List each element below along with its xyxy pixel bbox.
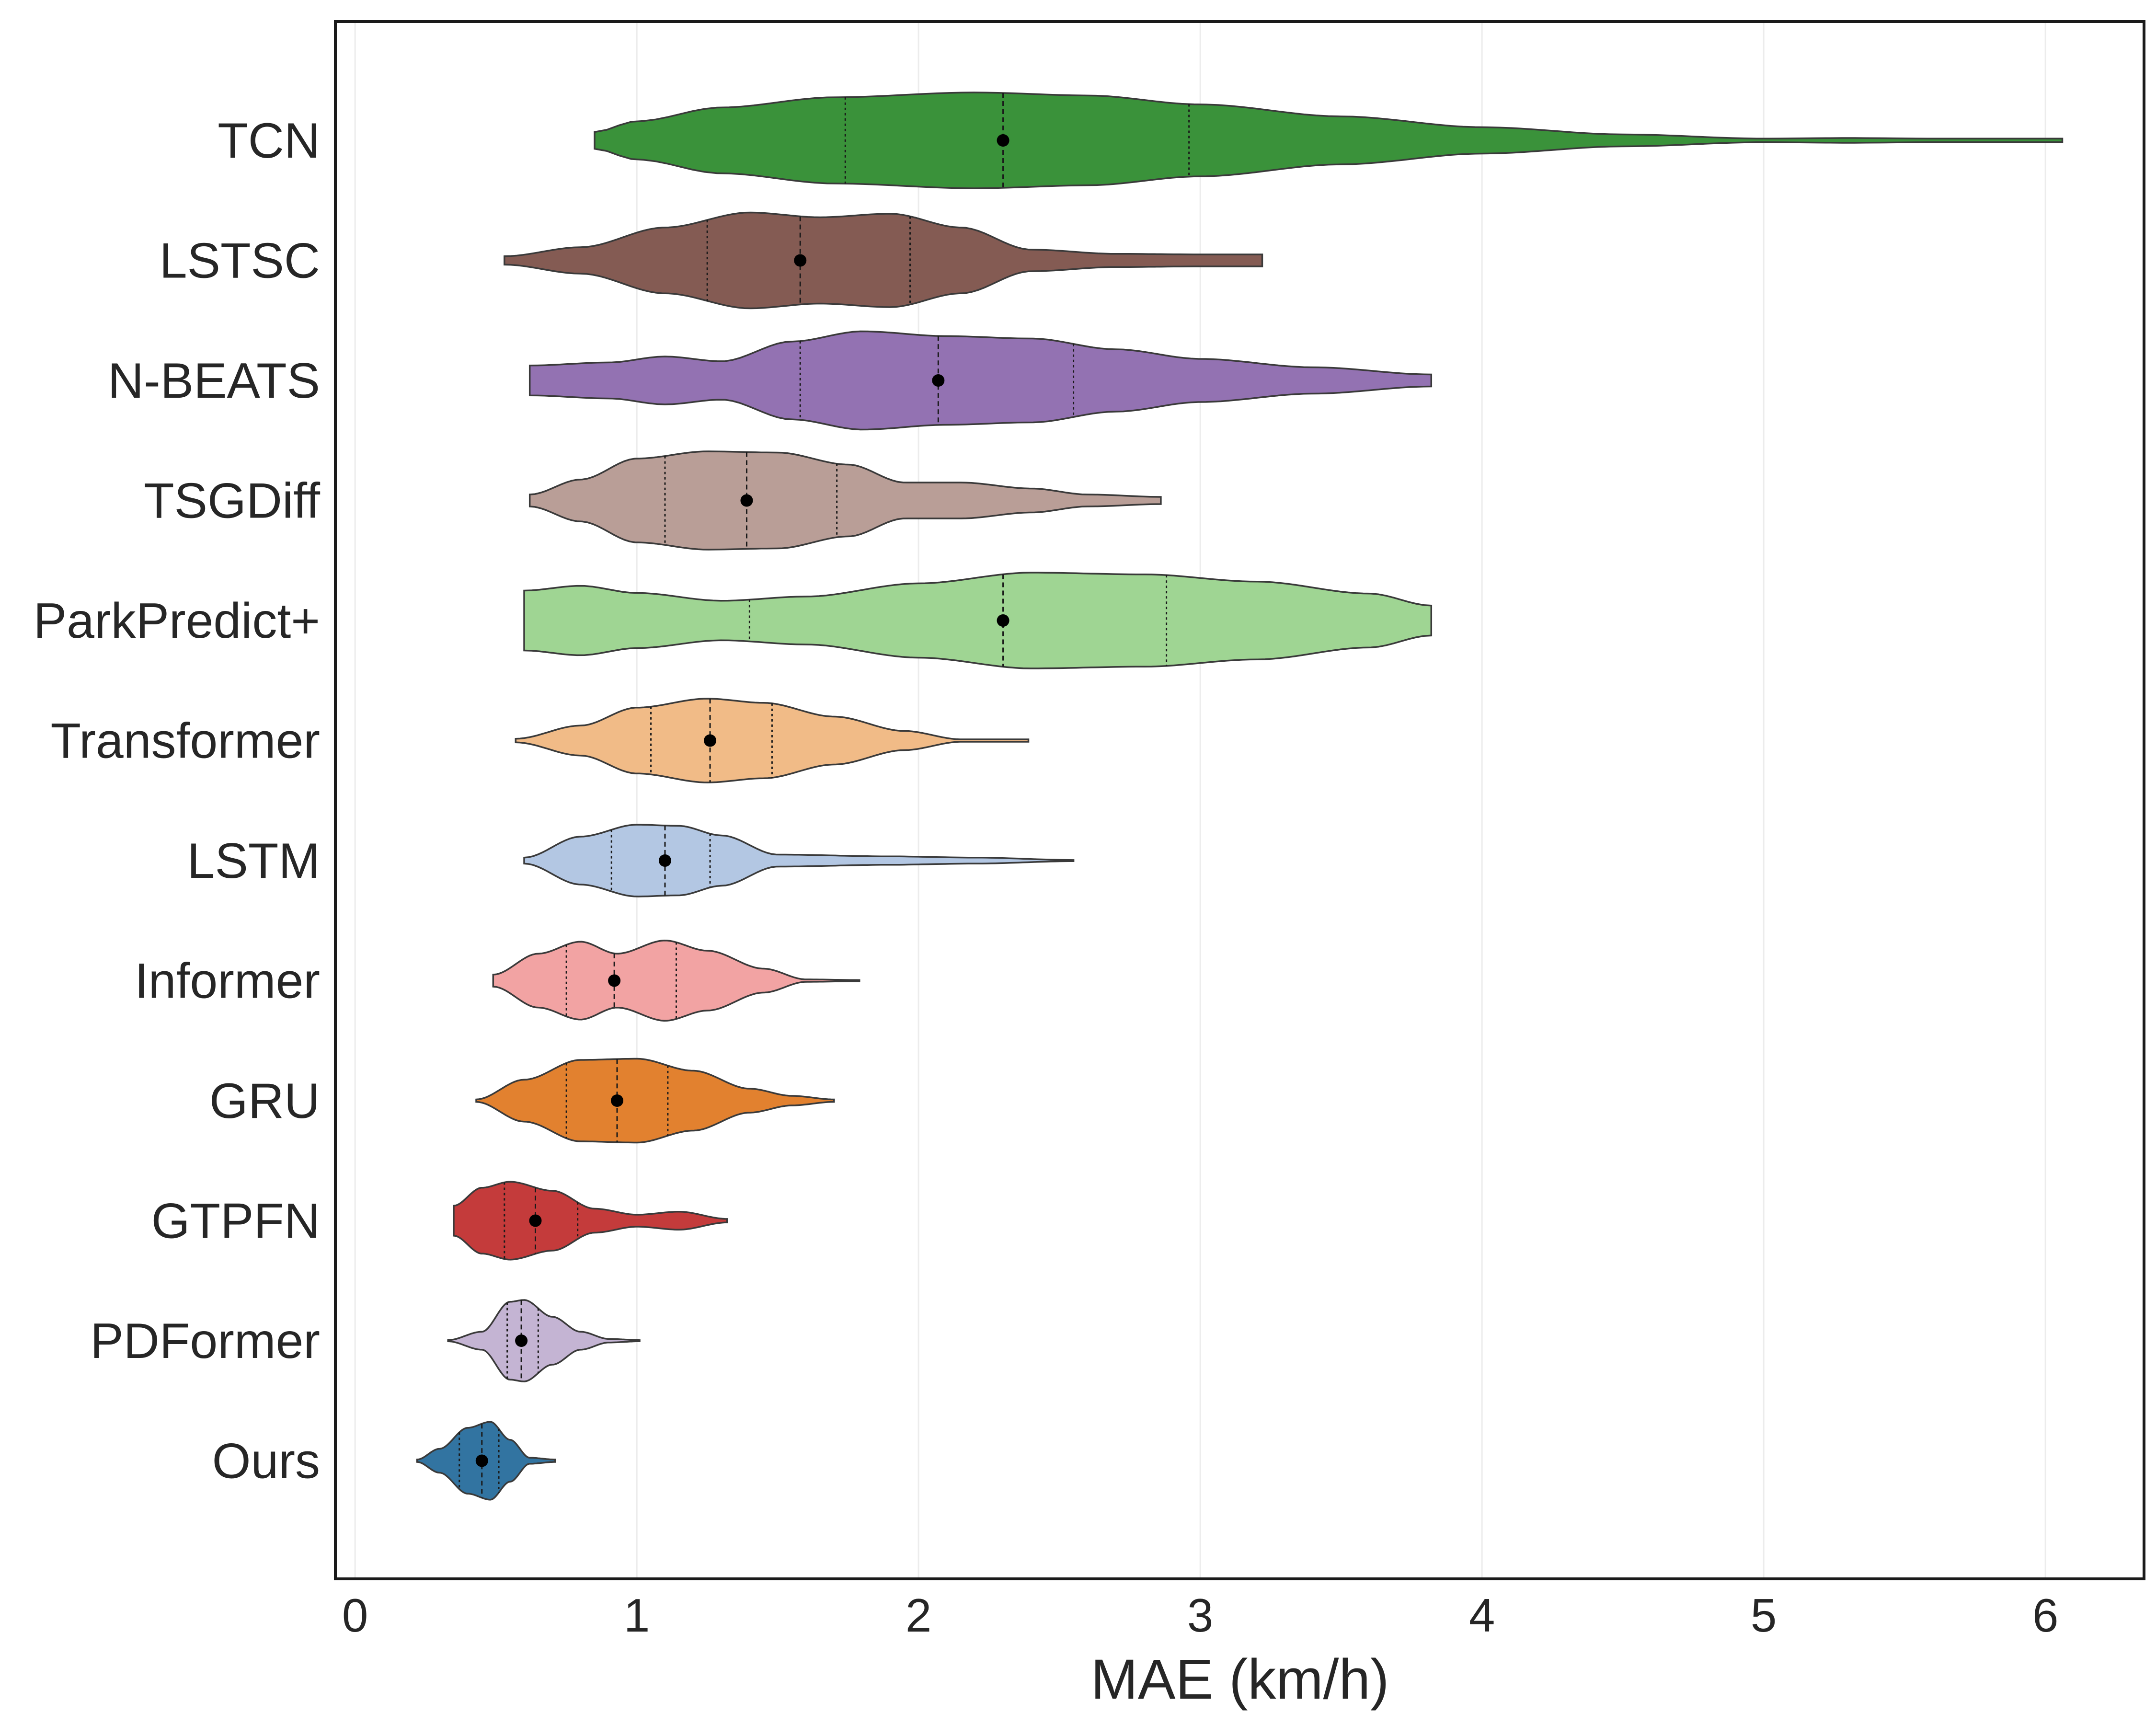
violin-body-n-beats <box>528 330 1433 431</box>
y-tick-label-tsgdiff: TSGDiff <box>144 473 321 529</box>
y-tick-label-lstm: LSTM <box>187 833 320 889</box>
y-tick-labels: TCN LSTSC N-BEATS TSGDiff ParkPredict+ Transf… <box>34 113 321 1489</box>
violin-body-lstsc <box>504 211 1263 310</box>
x-tick-label-3: 3 <box>1187 1589 1214 1642</box>
plot-frame <box>334 20 2145 1580</box>
y-tick-label-gru: GRU <box>209 1073 320 1129</box>
y-tick-label-pdformer: PDFormer <box>90 1313 320 1369</box>
violin-lstm <box>523 824 1075 897</box>
violin-transformer <box>515 698 1030 783</box>
y-tick-label-parkpredict: ParkPredict+ <box>34 593 320 649</box>
violin-mean-dot-parkpredict <box>997 614 1009 627</box>
y-tick-label-gtpfn: GTPFN <box>151 1194 320 1249</box>
x-tick-label-2: 2 <box>906 1589 932 1642</box>
violin-body-lstm <box>523 824 1075 897</box>
violin-body-gtpfn <box>453 1181 728 1261</box>
x-axis-label: MAE (km/h) <box>1091 1648 1389 1711</box>
violin-body-tcn <box>594 92 2064 189</box>
x-tick-label-6: 6 <box>2032 1589 2059 1642</box>
violin-mean-dot-lstm <box>658 854 671 867</box>
violin-lstsc <box>504 211 1263 310</box>
violin-tsgdiff <box>528 450 1162 551</box>
violin-body-tsgdiff <box>528 450 1162 551</box>
violins <box>416 92 2064 1501</box>
violin-gru <box>475 1058 835 1144</box>
violin-body-parkpredict <box>523 572 1433 669</box>
violin-mean-dot-pdformer <box>515 1334 528 1347</box>
violin-mean-dot-n-beats <box>932 374 945 387</box>
violin-ours <box>416 1421 556 1501</box>
violin-mean-dot-ours <box>475 1454 488 1467</box>
violin-pdformer <box>447 1299 641 1382</box>
y-tick-label-tcn: TCN <box>218 113 320 169</box>
violin-n-beats <box>528 330 1433 431</box>
y-tick-label-lstsc: LSTSC <box>160 233 320 289</box>
violin-mean-dot-informer <box>608 974 621 987</box>
violin-mean-dot-gru <box>611 1094 624 1107</box>
x-tick-label-5: 5 <box>1751 1589 1777 1642</box>
violin-mean-dot-transformer <box>704 734 717 747</box>
y-tick-label-n-beats: N-BEATS <box>108 353 320 409</box>
violin-mean-dot-tsgdiff <box>740 494 753 507</box>
y-tick-label-transformer: Transformer <box>51 713 320 769</box>
violin-informer <box>492 940 860 1022</box>
violin-mean-dot-lstsc <box>794 254 807 267</box>
violin-mean-dot-gtpfn <box>529 1214 542 1227</box>
x-tick-label-4: 4 <box>1469 1589 1495 1642</box>
violin-mean-dot-tcn <box>997 134 1009 147</box>
x-tick-label-1: 1 <box>624 1589 650 1642</box>
y-tick-label-informer: Informer <box>135 954 320 1009</box>
x-tick-label-0: 0 <box>342 1589 368 1642</box>
violin-body-pdformer <box>447 1299 641 1382</box>
violin-tcn <box>594 92 2064 189</box>
x-tick-labels: 0 1 2 3 4 5 6 <box>342 1589 2059 1642</box>
violin-gtpfn <box>453 1181 728 1261</box>
violin-parkpredict <box>523 572 1433 669</box>
y-tick-label-ours: Ours <box>212 1434 320 1489</box>
